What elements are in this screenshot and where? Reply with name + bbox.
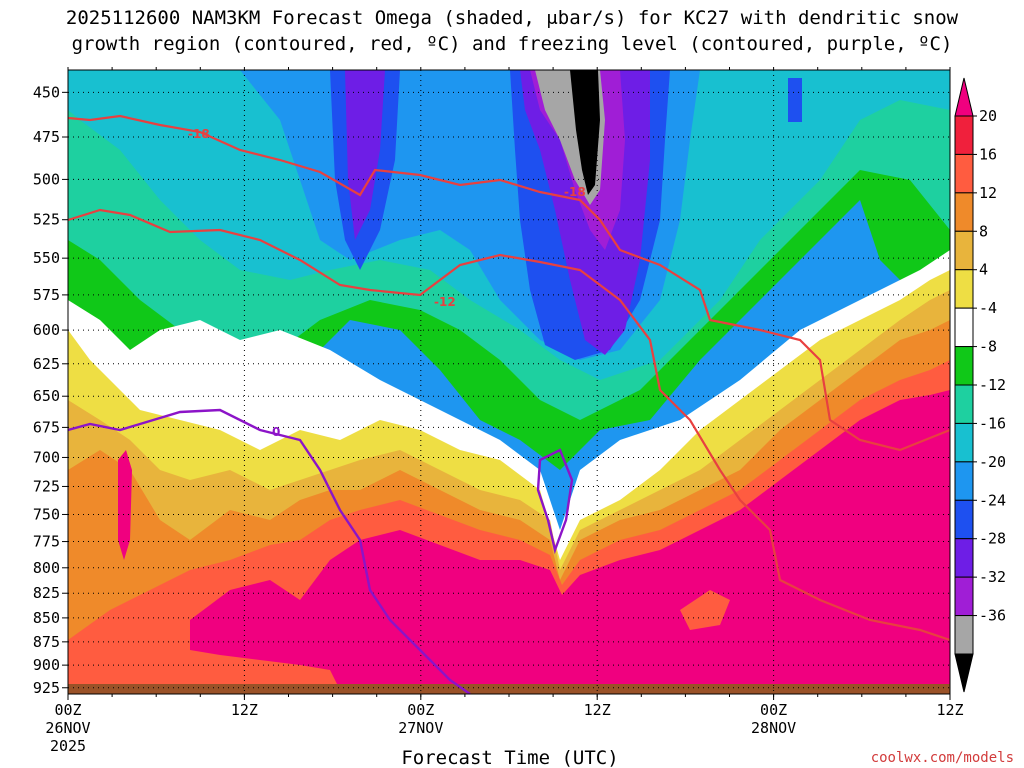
contour-label-zero: 0	[272, 425, 280, 439]
colorbar-box	[954, 346, 974, 386]
y-tick-label: 750	[33, 505, 60, 523]
x-tick-label: 27NOV	[398, 719, 443, 737]
omega-fill-minus24-small	[788, 78, 802, 122]
omega-fill-16-embedded	[680, 590, 730, 630]
omega-fill-20-column	[118, 450, 132, 560]
y-tick-label: 625	[33, 355, 60, 373]
colorbar-box	[954, 307, 974, 348]
chart-title-line-1: 2025112600 NAM3KM Forecast Omega (shaded…	[66, 7, 959, 29]
contour-minus18	[68, 114, 950, 452]
colorbar-box	[954, 384, 974, 424]
colorbar-label: -12	[979, 376, 1006, 394]
colorbar-box	[954, 269, 974, 309]
y-tick-label: 850	[33, 609, 60, 627]
colorbar-box	[954, 615, 974, 655]
contour-zero	[68, 408, 471, 694]
colorbar-box	[954, 115, 974, 155]
colorbar-bottom-arrow	[954, 653, 974, 693]
y-tick-label: 500	[33, 170, 60, 188]
contour-zero-loop	[536, 448, 574, 555]
y-tick-label: 550	[33, 249, 60, 267]
colorbar-box	[954, 576, 974, 617]
colorbar-label: 4	[979, 261, 988, 279]
y-tick-label: 825	[33, 584, 60, 602]
colorbar-box	[954, 538, 974, 578]
colorbar-label: -28	[979, 530, 1006, 548]
colorbar-box	[954, 422, 974, 463]
contour-minus12	[68, 208, 950, 642]
terrain-strip	[68, 684, 950, 694]
colorbar-box	[954, 499, 974, 540]
grid-lines	[68, 70, 950, 694]
colorbar-label: 8	[979, 222, 988, 240]
colorbar-label: -8	[979, 338, 997, 356]
omega-fill-20	[190, 390, 950, 690]
contour-lines: -18 -18 -12 0	[68, 114, 950, 694]
contour-label-minus18-left: -18	[188, 127, 210, 141]
x-tick-label: 12Z	[231, 701, 258, 719]
colorbar-box	[954, 461, 974, 501]
y-tick-label: 700	[33, 448, 60, 466]
plot-area	[68, 70, 950, 694]
omega-fill-minus40	[570, 70, 600, 195]
y-tick-label: 650	[33, 387, 60, 405]
colorbar-label: -16	[979, 414, 1006, 432]
x-axis-label: Forecast Time (UTC)	[401, 747, 618, 768]
y-axis: 450 475 500 525 550 575 600 625 650 675 700 725 750 7…	[33, 83, 68, 697]
colorbar-label: -24	[979, 491, 1006, 509]
colorbar-box	[954, 153, 974, 194]
colorbar-label: -36	[979, 607, 1006, 625]
y-tick-label: 925	[33, 679, 60, 697]
y-tick-label: 875	[33, 633, 60, 651]
y-tick-label: 475	[33, 128, 60, 146]
y-tick-label: 800	[33, 559, 60, 577]
y-tick-label: 525	[33, 211, 60, 229]
y-tick-label: 775	[33, 533, 60, 551]
colorbar-label: -4	[979, 299, 997, 317]
x-tick-label: 12Z	[936, 701, 963, 719]
colorbar-label: 16	[979, 145, 997, 163]
x-tick-label: 00Z	[54, 701, 81, 719]
colorbar-box	[954, 192, 974, 232]
colorbar-label: -32	[979, 568, 1006, 586]
x-tick-label: 00Z	[407, 701, 434, 719]
x-tick-label: 28NOV	[751, 719, 796, 737]
y-tick-label: 450	[33, 83, 60, 101]
x-tick-label: 00Z	[760, 701, 787, 719]
y-tick-label: 900	[33, 656, 60, 674]
chart-title-line-2: growth region (contoured, red, ºC) and f…	[72, 33, 953, 55]
x-tick-label: 26NOV	[45, 719, 90, 737]
contour-label-minus12: -12	[434, 295, 456, 309]
colorbar-box	[954, 230, 974, 271]
colorbar: 20 16 12 8 4 -4 -8 -12 -16 -20 -24 -28 -32 -36	[954, 77, 1006, 693]
colorbar-label: 12	[979, 184, 997, 202]
y-tick-label: 675	[33, 418, 60, 436]
x-tick-label: 2025	[50, 737, 86, 755]
colorbar-label: 20	[979, 107, 997, 125]
y-tick-label: 600	[33, 321, 60, 339]
y-tick-label: 725	[33, 477, 60, 495]
contour-label-minus18-right: -18	[564, 185, 586, 199]
y-tick-label: 575	[33, 286, 60, 304]
x-tick-label: 12Z	[584, 701, 611, 719]
credit-text: coolwx.com/models	[871, 750, 1014, 766]
colorbar-top-arrow	[954, 77, 974, 117]
colorbar-label: -20	[979, 453, 1006, 471]
